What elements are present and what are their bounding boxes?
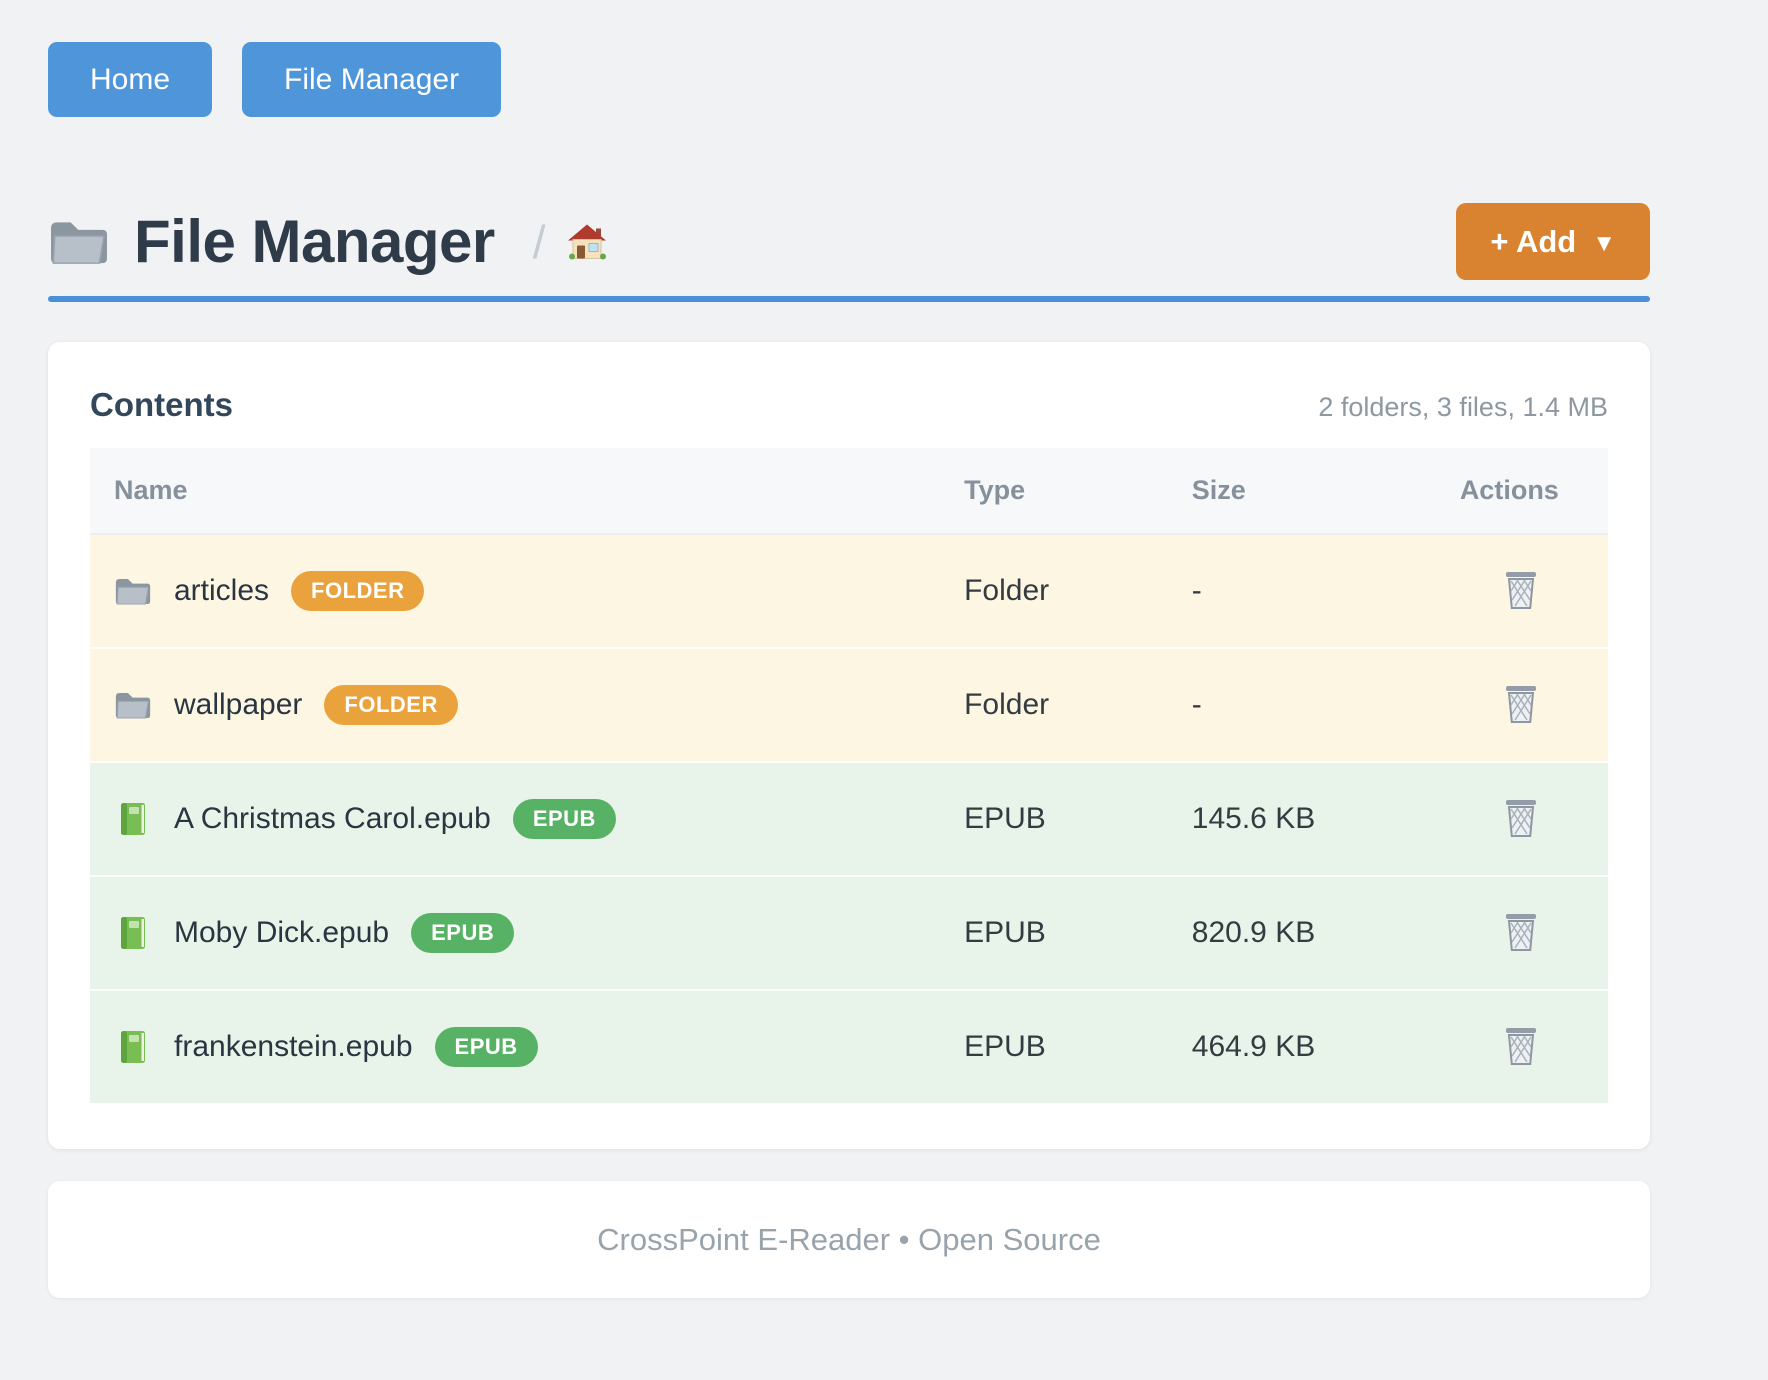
file-name: frankenstein.epub <box>174 1030 413 1063</box>
page-title: File Manager <box>134 207 495 275</box>
column-header-name: Name <box>90 448 941 534</box>
file-manager-page: Home File Manager File Manager / + Add ▼… <box>48 0 1650 1298</box>
contents-card: Contents 2 folders, 3 files, 1.4 MB Name… <box>48 342 1650 1149</box>
nav-file-manager-button[interactable]: File Manager <box>242 42 502 117</box>
table-header-row: Name Type Size Actions <box>90 448 1608 534</box>
caret-down-icon: ▼ <box>1592 229 1616 257</box>
epub-badge: EPUB <box>512 799 616 839</box>
epub-badge: EPUB <box>434 1027 538 1067</box>
folder-name-link[interactable]: articles <box>174 574 270 607</box>
column-header-actions: Actions <box>1410 448 1608 534</box>
green-book-icon <box>121 803 145 835</box>
delete-button[interactable] <box>1497 564 1545 616</box>
delete-button[interactable] <box>1497 906 1545 958</box>
green-book-icon <box>121 1031 145 1063</box>
folder-name-link[interactable]: wallpaper <box>174 688 303 721</box>
folder-badge: FOLDER <box>324 685 458 725</box>
add-button-label: + Add <box>1490 223 1577 259</box>
type-cell: EPUB <box>940 989 1168 1103</box>
folder-badge: FOLDER <box>291 571 425 611</box>
green-book-icon <box>121 917 145 949</box>
folder-icon <box>115 692 151 719</box>
title-underline <box>48 296 1650 302</box>
delete-button[interactable] <box>1497 678 1545 730</box>
size-cell: 145.6 KB <box>1167 761 1411 876</box>
table-row-christmas-carol: A Christmas Carol.epub EPUB EPUB 145.6 K… <box>90 761 1608 876</box>
trash-icon <box>1505 1027 1538 1065</box>
type-cell: EPUB <box>940 875 1168 990</box>
add-button[interactable]: + Add ▼ <box>1456 203 1650 280</box>
table-row-frankenstein: frankenstein.epub EPUB EPUB 464.9 KB <box>90 989 1608 1103</box>
top-nav: Home File Manager <box>48 0 1650 117</box>
size-cell: - <box>1167 647 1411 762</box>
folder-icon <box>50 221 108 264</box>
trash-icon <box>1505 913 1538 951</box>
folder-icon <box>115 578 151 605</box>
column-header-size: Size <box>1167 448 1411 534</box>
contents-heading: Contents <box>90 386 233 423</box>
file-name: Moby Dick.epub <box>174 916 390 949</box>
delete-button[interactable] <box>1497 1020 1545 1072</box>
type-cell: Folder <box>940 647 1168 762</box>
breadcrumb-separator: / <box>532 215 546 268</box>
footer-text: CrossPoint E-Reader • Open Source <box>597 1221 1101 1257</box>
table-row-wallpaper: wallpaper FOLDER Folder - <box>90 647 1608 762</box>
contents-summary: 2 folders, 3 files, 1.4 MB <box>1318 392 1608 422</box>
delete-button[interactable] <box>1497 792 1545 844</box>
epub-badge: EPUB <box>411 913 515 953</box>
size-cell: - <box>1167 533 1411 648</box>
nav-home-button[interactable]: Home <box>48 42 213 117</box>
trash-icon <box>1505 685 1538 723</box>
size-cell: 820.9 KB <box>1167 875 1411 990</box>
trash-icon <box>1505 799 1538 837</box>
trash-icon <box>1505 571 1538 609</box>
table-row-articles: articles FOLDER Folder - <box>90 533 1608 648</box>
footer: CrossPoint E-Reader • Open Source <box>48 1181 1650 1298</box>
page-header: File Manager / + Add ▼ <box>48 203 1650 280</box>
size-cell: 464.9 KB <box>1167 989 1411 1103</box>
contents-card-header: Contents 2 folders, 3 files, 1.4 MB <box>90 386 1608 424</box>
type-cell: Folder <box>940 533 1168 648</box>
file-table: Name Type Size Actions articles FOLDER F… <box>90 448 1608 1103</box>
house-icon[interactable] <box>566 223 608 261</box>
type-cell: EPUB <box>940 761 1168 876</box>
column-header-type: Type <box>940 448 1168 534</box>
table-row-moby-dick: Moby Dick.epub EPUB EPUB 820.9 KB <box>90 875 1608 990</box>
file-name: A Christmas Carol.epub <box>174 802 491 835</box>
